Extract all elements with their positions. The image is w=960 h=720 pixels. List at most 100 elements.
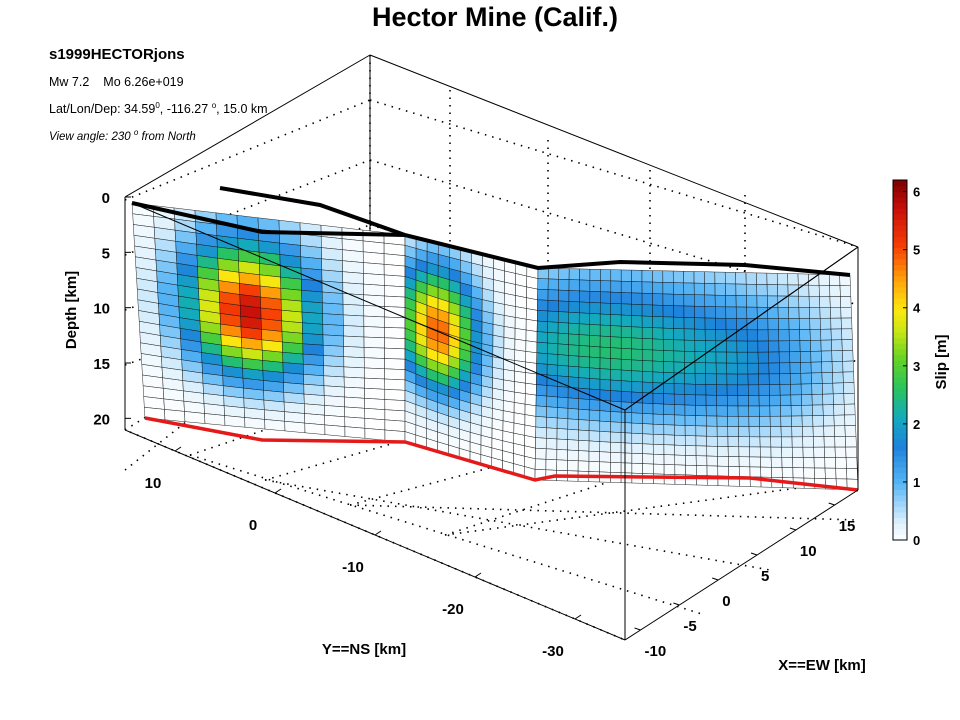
fault-cell (492, 334, 505, 349)
colorbar-swatch (893, 388, 907, 395)
fault-cell (620, 411, 633, 424)
fault-cell (738, 446, 750, 458)
fault-cell (787, 273, 799, 286)
fault-cell (578, 419, 590, 431)
fault-cell (280, 299, 303, 313)
fault-cell (810, 339, 822, 352)
magnitude-line: Mw 7.2 Mo 6.26e+019 (49, 75, 184, 89)
fault-cell (620, 462, 633, 474)
fault-cell (384, 378, 406, 391)
fault-cell (224, 415, 246, 428)
fault-cell (821, 372, 834, 384)
fault-cell (684, 435, 697, 447)
fault-cell (343, 366, 365, 379)
fault-cell (363, 262, 385, 276)
fault-cell (302, 322, 324, 336)
fault-cell (558, 300, 570, 313)
fault-cell (663, 444, 675, 456)
fault-cell (663, 393, 675, 405)
fault-cell (300, 245, 322, 260)
fault-cell (524, 403, 537, 417)
fault-cell (588, 440, 601, 452)
depth-tick-label: 5 (102, 245, 110, 262)
fault-cell (820, 350, 833, 363)
fault-cell (758, 405, 771, 417)
fault-cell (535, 426, 547, 439)
fault-cell (684, 383, 696, 396)
colorbar-swatch (893, 399, 907, 406)
ew-tick-label: 0 (722, 593, 730, 610)
fault-cell (780, 426, 793, 438)
fault-cell (662, 339, 675, 352)
lon-degree: o (211, 101, 217, 110)
fault-cell (610, 421, 622, 433)
colorbar-swatch (893, 421, 907, 429)
colorbar-swatch (893, 241, 907, 249)
fault-cell (705, 351, 717, 364)
fault-cell (600, 269, 612, 282)
fault-cell (737, 416, 750, 427)
fault-cell (810, 361, 823, 374)
fault-cell (737, 373, 749, 386)
fault-cell (362, 251, 385, 265)
fault-cell (769, 394, 781, 407)
depth-tick-label: 0 (102, 190, 110, 207)
fault-cell (767, 329, 780, 342)
grid-line (124, 159, 371, 256)
fault-cell (663, 350, 675, 363)
fault-cell (728, 456, 740, 467)
fault-cell (818, 274, 830, 286)
colorbar-swatch (893, 500, 907, 507)
fault-cell (567, 449, 579, 462)
fault-cell (792, 467, 805, 479)
fault-cell (579, 301, 591, 314)
colorbar-frame (892, 179, 908, 541)
fault-cell (284, 421, 306, 434)
fault-cell (620, 303, 632, 316)
fault-cell (695, 405, 707, 417)
fault-cell (759, 446, 772, 458)
fault-cell (525, 382, 537, 396)
fault-cell (652, 371, 664, 384)
fault-cell (800, 361, 812, 374)
fault-cell (610, 452, 622, 464)
fault-cell (363, 336, 385, 349)
fault-cell (824, 457, 836, 469)
colorbar-swatch (893, 455, 907, 462)
fault-cell (577, 450, 590, 462)
fault-cell (841, 339, 854, 351)
fault-cell (706, 425, 718, 437)
fault-cell (642, 402, 654, 415)
fault-cell (384, 358, 406, 370)
fault-cell (620, 314, 632, 328)
fault-cell (673, 383, 686, 395)
fault-cell (513, 391, 526, 405)
fault-cell (300, 267, 323, 282)
fault-cell (802, 436, 814, 448)
fault-cell (705, 384, 717, 396)
fault-cell (811, 393, 824, 406)
fault-cell (726, 384, 739, 396)
fault-cell (673, 350, 685, 363)
fault-cell (535, 394, 548, 407)
fault-cell (589, 356, 601, 369)
fault-cell (779, 373, 791, 385)
fault-cell (303, 383, 325, 396)
fault-cell (717, 446, 729, 457)
fault-cell (546, 406, 558, 419)
colorbar-swatch (893, 292, 907, 299)
fault-cell (184, 411, 206, 424)
fault-cell (558, 268, 570, 280)
ns-tick (274, 488, 282, 494)
fault-cell (683, 294, 695, 307)
fault-cell (344, 416, 366, 429)
fault-cell (567, 387, 580, 399)
depth-tick-label: 20 (93, 411, 110, 428)
fault-cell (834, 446, 847, 458)
fault-cell (695, 384, 707, 396)
fault-cell (548, 267, 560, 280)
fault-cell (770, 426, 782, 438)
fault-cell (716, 395, 728, 407)
ew-tick (828, 502, 835, 506)
colorbar-tick-label: 3 (913, 359, 920, 374)
